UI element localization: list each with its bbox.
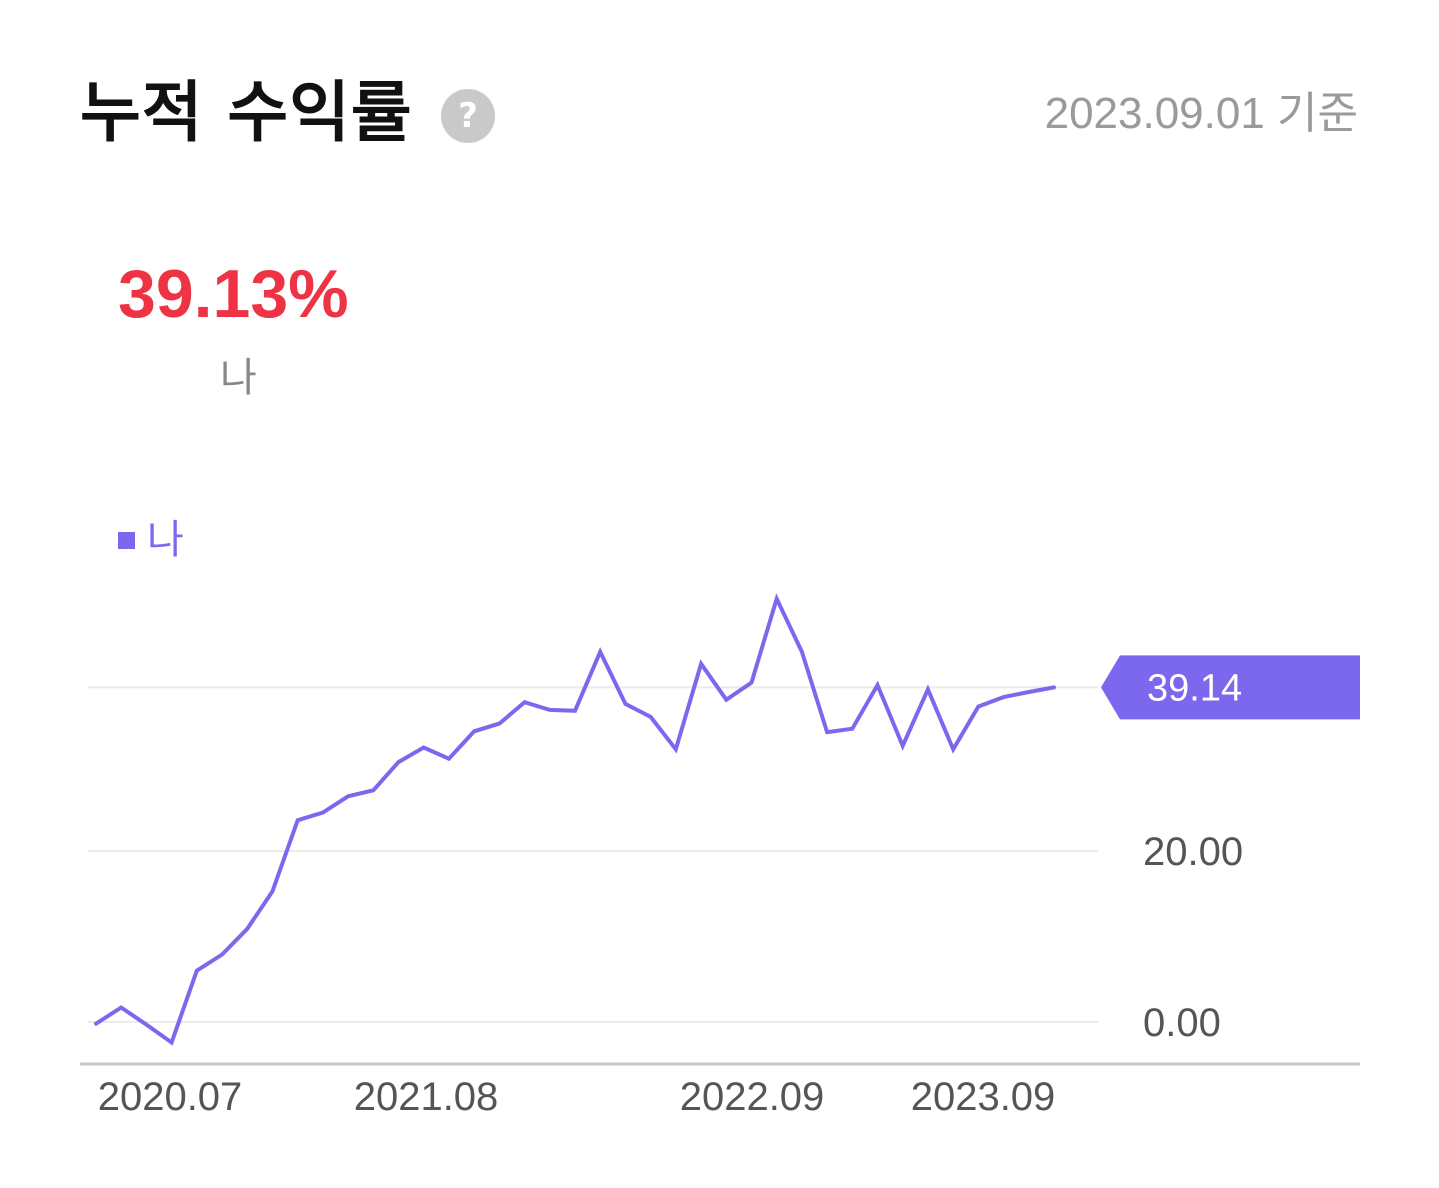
x-tick-label: 2022.09 [680,1075,825,1119]
x-tick-label: 2023.09 [911,1075,1056,1119]
last-value-badge-shape [1101,655,1360,720]
legend-label: 나 [147,517,184,563]
grid-layer: 0.00 20.00 [88,686,1243,1045]
y-tick-label: 0.00 [1143,1001,1221,1045]
x-tick-label: 2020.07 [98,1075,243,1119]
page-title: 누적 수익률 [80,74,413,151]
series-label: 나 [220,355,257,401]
y-tick-label: 20.00 [1143,830,1243,874]
x-tick-layer: 2020.07 2021.08 2022.09 2023.09 [98,1075,1056,1119]
last-value-label: 39.14 [1147,667,1242,709]
legend-item[interactable]: 나 [118,512,184,568]
question-circle-icon[interactable]: ? [441,89,495,143]
last-value-badge: 39.14 [1101,655,1360,720]
x-tick-label: 2021.08 [354,1075,499,1119]
cumulative-return-value: 39.13% [118,256,349,332]
legend-swatch-icon [118,531,135,549]
series-line [94,593,1056,1046]
series-layer [94,593,1056,1046]
as-of-date: 2023.09.01 기준 [1044,89,1358,138]
